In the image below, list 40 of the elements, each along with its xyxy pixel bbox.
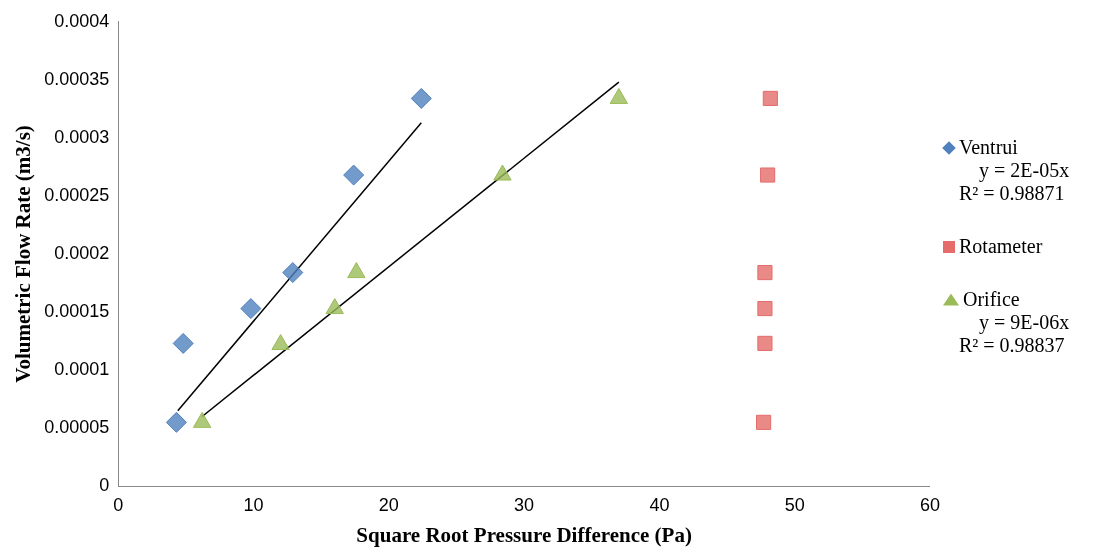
point (165, 411, 187, 433)
y-tick-label: 0.0001 (54, 359, 110, 380)
point (760, 167, 776, 183)
point (756, 414, 772, 430)
y-tick-label: 0.00005 (44, 417, 110, 438)
text: R² = 0.98871 (958, 182, 1066, 205)
legend-label: Ventrui (959, 136, 1018, 159)
text: R² = 0.98837 (958, 334, 1066, 357)
text: y = 2E-05x (978, 159, 1071, 182)
y-tick-label: 0.00035 (44, 68, 110, 89)
y-tick-label: 0.0002 (54, 242, 110, 263)
point (762, 90, 778, 106)
text: y = 9E-06x (978, 311, 1071, 334)
x-tick-label: 0 (113, 494, 124, 515)
point (347, 262, 366, 279)
point (410, 87, 432, 109)
y-axis-title: Volumetric Flow Rate (m3/s) (11, 125, 36, 383)
point (282, 262, 304, 284)
x-tick-label: 60 (919, 494, 940, 515)
y-tick-label: 0.0003 (54, 126, 110, 147)
y-tick-label: 0 (99, 475, 110, 496)
y-tick-label: 0.0004 (54, 10, 110, 31)
x-axis-title: Square Root Pressure Difference (Pa) (356, 522, 692, 547)
legend-label: Rotameter (959, 235, 1043, 258)
point (343, 164, 365, 186)
point (757, 265, 773, 281)
x-tick-label: 10 (243, 494, 264, 515)
point (240, 298, 262, 320)
x-tick-label: 50 (784, 494, 805, 515)
y-tick-label: 0.00015 (44, 301, 110, 322)
legend-label: Orifice (963, 288, 1020, 311)
x-tick-label: 30 (514, 494, 535, 515)
point (172, 332, 194, 354)
point (325, 298, 344, 315)
x-tick-label: 40 (649, 494, 670, 515)
point (757, 301, 773, 317)
point (271, 334, 290, 351)
point (757, 335, 773, 351)
x-tick-label: 20 (378, 494, 399, 515)
y-tick-label: 0.00025 (44, 184, 110, 205)
